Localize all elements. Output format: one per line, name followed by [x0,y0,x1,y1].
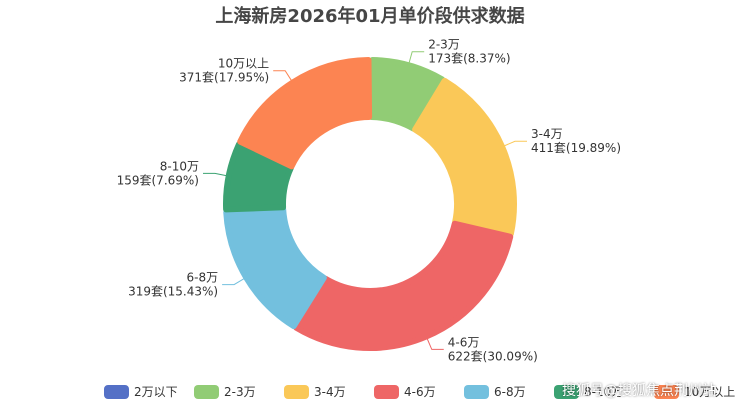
slice-name-label-3: 4-6万 [448,335,480,349]
chart-title: 上海新房2026年01月单价段供求数据 [215,6,525,27]
legend-swatch-0 [104,385,129,399]
slice-6-8-4[interactable] [223,206,327,330]
slice-name-label-6: 10万以上 [218,57,269,71]
legend-swatch-3 [374,385,399,399]
slice-value-label-6: 371套(17.95%) [179,71,269,85]
slice-3-4-2[interactable] [412,77,517,237]
legend-item-5[interactable]: 8-10万 [554,385,623,399]
legend-label-5: 8-10万 [584,385,623,399]
legend-swatch-1 [194,385,219,399]
legend-item-4[interactable]: 6-8万 [464,385,526,399]
slice-value-label-3: 622套(30.09%) [448,349,538,363]
legend-label-2: 3-4万 [314,385,346,399]
slice-10-6[interactable] [237,57,373,170]
legend-item-2[interactable]: 3-4万 [284,385,346,399]
legend-swatch-2 [284,385,309,399]
legend-item-6[interactable]: 10万以上 [654,385,735,399]
slice-name-label-1: 2-3万 [428,38,460,52]
label-line-5 [202,172,227,177]
label-line-1 [408,51,425,64]
legend-label-0: 2万以下 [134,385,178,399]
legend-label-3: 4-6万 [404,385,436,399]
legend-label-1: 2-3万 [224,385,256,399]
label-line-4 [222,278,245,286]
watermark: 搜狐号@搜狐焦点荆州站 [562,383,716,399]
slice-name-label-2: 3-4万 [531,127,563,141]
legend-swatch-4 [464,385,489,399]
legend-item-1[interactable]: 2-3万 [194,385,256,399]
label-line-3 [426,338,444,350]
slice-value-label-4: 319套(15.43%) [128,285,218,299]
slice-value-label-2: 411套(19.89%) [531,141,621,155]
label-line-6 [273,70,293,82]
legend-swatch-5 [554,385,579,399]
slice-value-label-5: 159套(7.69%) [117,173,199,187]
legend-label-6: 10万以上 [684,385,735,399]
slice-name-label-5: 8-10万 [160,159,199,173]
legend-item-0[interactable]: 2万以下 [104,385,178,399]
slice-4-6-3[interactable] [293,220,514,351]
legend-swatch-6 [654,385,679,399]
slice-name-label-4: 6-8万 [186,271,218,285]
slice-value-label-1: 173套(8.37%) [428,52,510,66]
slice-2-3-1[interactable] [368,57,446,132]
legend-label-4: 6-8万 [494,385,526,399]
label-line-2 [503,140,527,147]
legend-item-3[interactable]: 4-6万 [374,385,436,399]
